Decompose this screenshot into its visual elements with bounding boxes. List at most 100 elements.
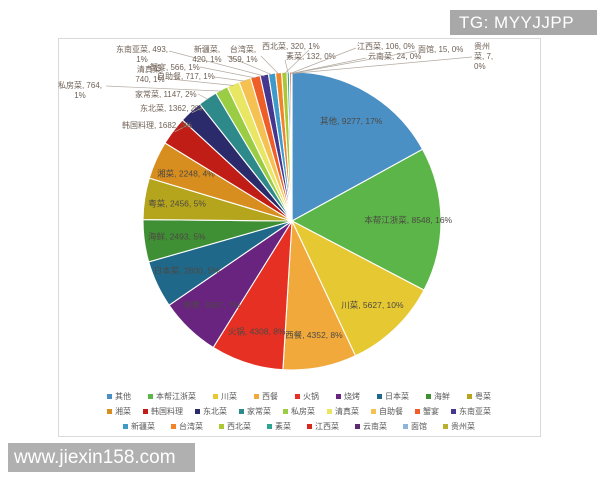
legend-item-蟹宴: 蟹宴 [415,406,439,417]
callout-label-东南亚菜: 1% [136,55,148,64]
leader-line-云南菜 [291,57,367,74]
leader-line-台湾菜 [260,55,279,75]
legend-item-川菜: 川菜 [213,391,237,402]
legend-bullet-icon [426,394,431,399]
leader-line-东南亚菜 [168,50,265,77]
legend-label: 烧烤 [344,392,360,401]
callout-label-私房菜: 1% [74,91,86,100]
callout-label-西北菜: 西北菜, 320, 1% [262,41,320,51]
callout-label-蟹宴: 蟹宴, 566, 1% [150,62,200,72]
leader-line-韩国料理 [174,123,191,133]
legend-bullet-icon [171,424,176,429]
legend-bullet-icon [336,394,341,399]
legend-bullet-icon [195,409,200,414]
callout-label-自助餐: 自助餐, 717, 1% [157,71,215,81]
legend-label: 东北菜 [203,407,227,416]
legend-row-2: 湘菜 韩国料理 东北菜 家常菜 私房菜 清真菜 自助餐 蟹宴 东南亚菜 [58,406,540,417]
leader-line-自助餐 [213,76,246,82]
legend-bullet-icon [267,424,272,429]
legend-bullet-icon [443,424,448,429]
legend-item-东南亚菜: 东南亚菜 [451,406,491,417]
legend-item-台湾菜: 台湾菜 [171,421,203,432]
leader-line-东北菜 [191,107,203,114]
legend-label: 东南亚菜 [459,407,491,416]
callout-label-新疆菜: 新疆菜, [194,44,220,54]
legend-bullet-icon [107,394,112,399]
leader-line-蟹宴 [199,66,256,79]
callout-label-台湾菜: 台湾菜, [230,44,256,54]
slice-label-日本菜: 日本菜, 2800, 5% [154,265,221,275]
legend-label: 面馆 [411,422,427,431]
pie-slice-川菜 [290,219,425,357]
callout-label-东北菜: 东北菜, 1362, 2% [140,103,202,113]
callout-label-江西菜: 江西菜, 106, 0% [357,41,415,51]
legend-row-1: 其他 本帮江浙菜 川菜 西餐 火锅 烧烤 日本菜 海鲜 粤菜 [58,391,540,402]
legend-item-自助餐: 自助餐 [371,406,403,417]
legend-label: 海鲜 [434,392,450,401]
legend-bullet-icon [403,424,408,429]
legend-label: 湘菜 [115,407,131,416]
slice-label-本帮江浙菜: 本帮江浙菜, 8548, 16% [364,215,452,225]
legend-bullet-icon [355,424,360,429]
leader-line-江西菜 [290,47,357,74]
callout-label-云南菜: 云南菜, 24, 0% [368,51,421,61]
legend-label: 韩国料理 [151,407,183,416]
legend-label: 火锅 [303,392,319,401]
legend-bullet-icon [415,409,420,414]
legend-label: 江西菜 [315,422,339,431]
leader-line-私房菜 [105,85,223,92]
legend-item-东北菜: 东北菜 [195,406,227,417]
pie-slice-其他 [291,71,424,222]
slice-label-川菜: 川菜, 5627, 10% [341,300,404,310]
legend-item-粤菜: 粤菜 [467,391,491,402]
callout-label-贵州菜: 菜, 7, [474,51,493,61]
legend-label: 日本菜 [385,392,409,401]
watermark-telegram: TG: MYYJJPP [450,10,597,35]
legend-item-本帮江浙菜: 本帮江浙菜 [148,391,196,402]
pie-slice-本帮江浙菜 [290,148,442,291]
slice-label-火锅: 火锅, 4308, 8% [228,327,286,337]
legend-label: 川菜 [221,392,237,401]
legend-item-韩国料理: 韩国料理 [143,406,183,417]
leader-line-素菜 [284,59,289,74]
legend-bullet-icon [143,409,148,414]
legend-item-云南菜: 云南菜 [355,421,387,432]
callout-label-新疆菜: 420, 1% [192,55,221,64]
leader-line-清真菜 [169,78,234,86]
slice-label-海鲜: 海鲜, 2493, 5% [148,232,206,242]
leader-line-贵州菜 [291,56,473,74]
callout-label-台湾菜: 359, 1% [228,55,257,64]
callout-label-贵州菜: 0% [474,62,486,71]
legend-bullet-icon [371,409,376,414]
legend-bullet-icon [377,394,382,399]
slice-label-湘菜: 湘菜, 2248, 4% [157,168,215,178]
legend-item-家常菜: 家常菜 [239,406,271,417]
legend-bullet-icon [327,409,332,414]
legend-label: 私房菜 [291,407,315,416]
legend-bullet-icon [239,409,244,414]
legend-item-西北菜: 西北菜 [219,421,251,432]
legend-bullet-icon [107,409,112,414]
legend-label: 素菜 [275,422,291,431]
legend-label: 粤菜 [475,392,491,401]
legend-bullet-icon [307,424,312,429]
callout-label-清真菜: 740, 1% [135,75,164,84]
legend-label: 云南菜 [363,422,387,431]
legend-item-烧烤: 烧烤 [336,391,360,402]
legend-bullet-icon [451,409,456,414]
legend-label: 家常菜 [247,407,271,416]
slice-label-其他: 其他, 9277, 17% [320,116,383,126]
legend-item-贵州菜: 贵州菜 [443,421,475,432]
legend-bullet-icon [254,394,259,399]
legend-item-湘菜: 湘菜 [107,406,131,417]
leader-line-面馆 [291,50,417,74]
leader-line-西北菜 [284,49,310,74]
leader-line-家常菜 [197,93,209,100]
legend-label: 自助餐 [379,407,403,416]
legend-label: 蟹宴 [423,407,439,416]
callout-label-贵州菜: 贵州 [474,41,490,51]
legend-item-私房菜: 私房菜 [283,406,315,417]
callout-label-清真菜: 清真菜, [137,64,163,74]
